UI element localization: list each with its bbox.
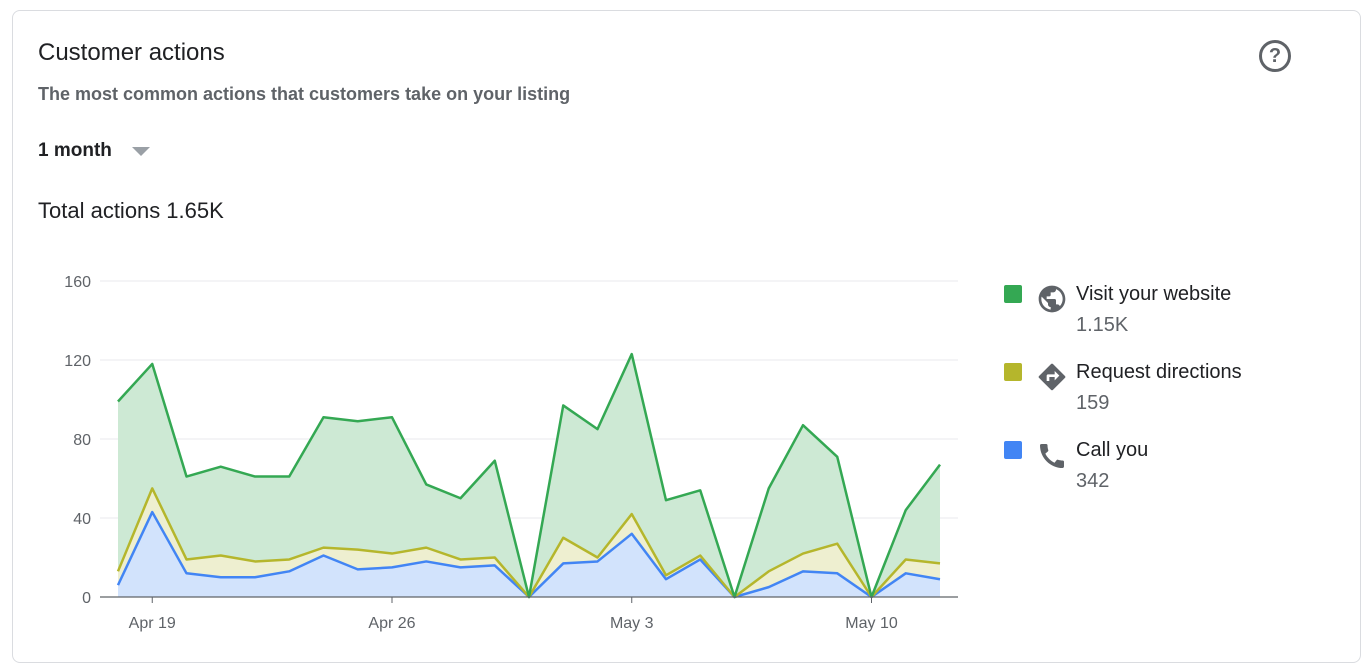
legend-swatch-directions [1004,363,1022,381]
x-tick-label: Apr 19 [129,615,176,632]
total-actions: Total actions 1.65K [38,198,224,224]
legend-value-call: 342 [1076,470,1110,492]
legend-value-website: 1.15K [1076,314,1129,336]
legend-label-website: Visit your website [1076,283,1232,305]
x-tick-label: May 3 [610,615,654,632]
area-visit-your-website [118,354,940,597]
globe-icon [1038,285,1066,313]
legend-label-call: Call you [1076,439,1149,461]
help-glyph: ? [1268,45,1282,67]
y-tick-label: 160 [64,274,91,291]
time-range-dropdown[interactable]: 1 month [38,140,150,162]
card-title: Customer actions [38,39,225,66]
legend-label-directions: Request directions [1076,361,1242,383]
y-tick-label: 80 [73,432,91,449]
legend-value-directions: 159 [1076,392,1110,414]
area-call-you [118,512,940,597]
time-range-label: 1 month [38,140,112,161]
y-tick-label: 40 [73,511,91,528]
phone-icon [1040,444,1064,468]
y-tick-label: 120 [64,353,91,370]
total-actions-label: Total actions [38,198,161,223]
directions-icon [1038,363,1066,391]
y-tick-label: 0 [82,590,91,607]
legend-swatch-website [1004,285,1022,303]
legend-swatch-call [1004,441,1022,459]
help-icon[interactable]: ? [1259,40,1291,72]
card-subtitle: The most common actions that customers t… [38,84,571,104]
dropdown-arrow-icon [131,146,150,156]
x-tick-label: Apr 26 [368,615,415,632]
total-actions-value: 1.65K [166,198,224,223]
x-tick-label: May 10 [845,615,898,632]
